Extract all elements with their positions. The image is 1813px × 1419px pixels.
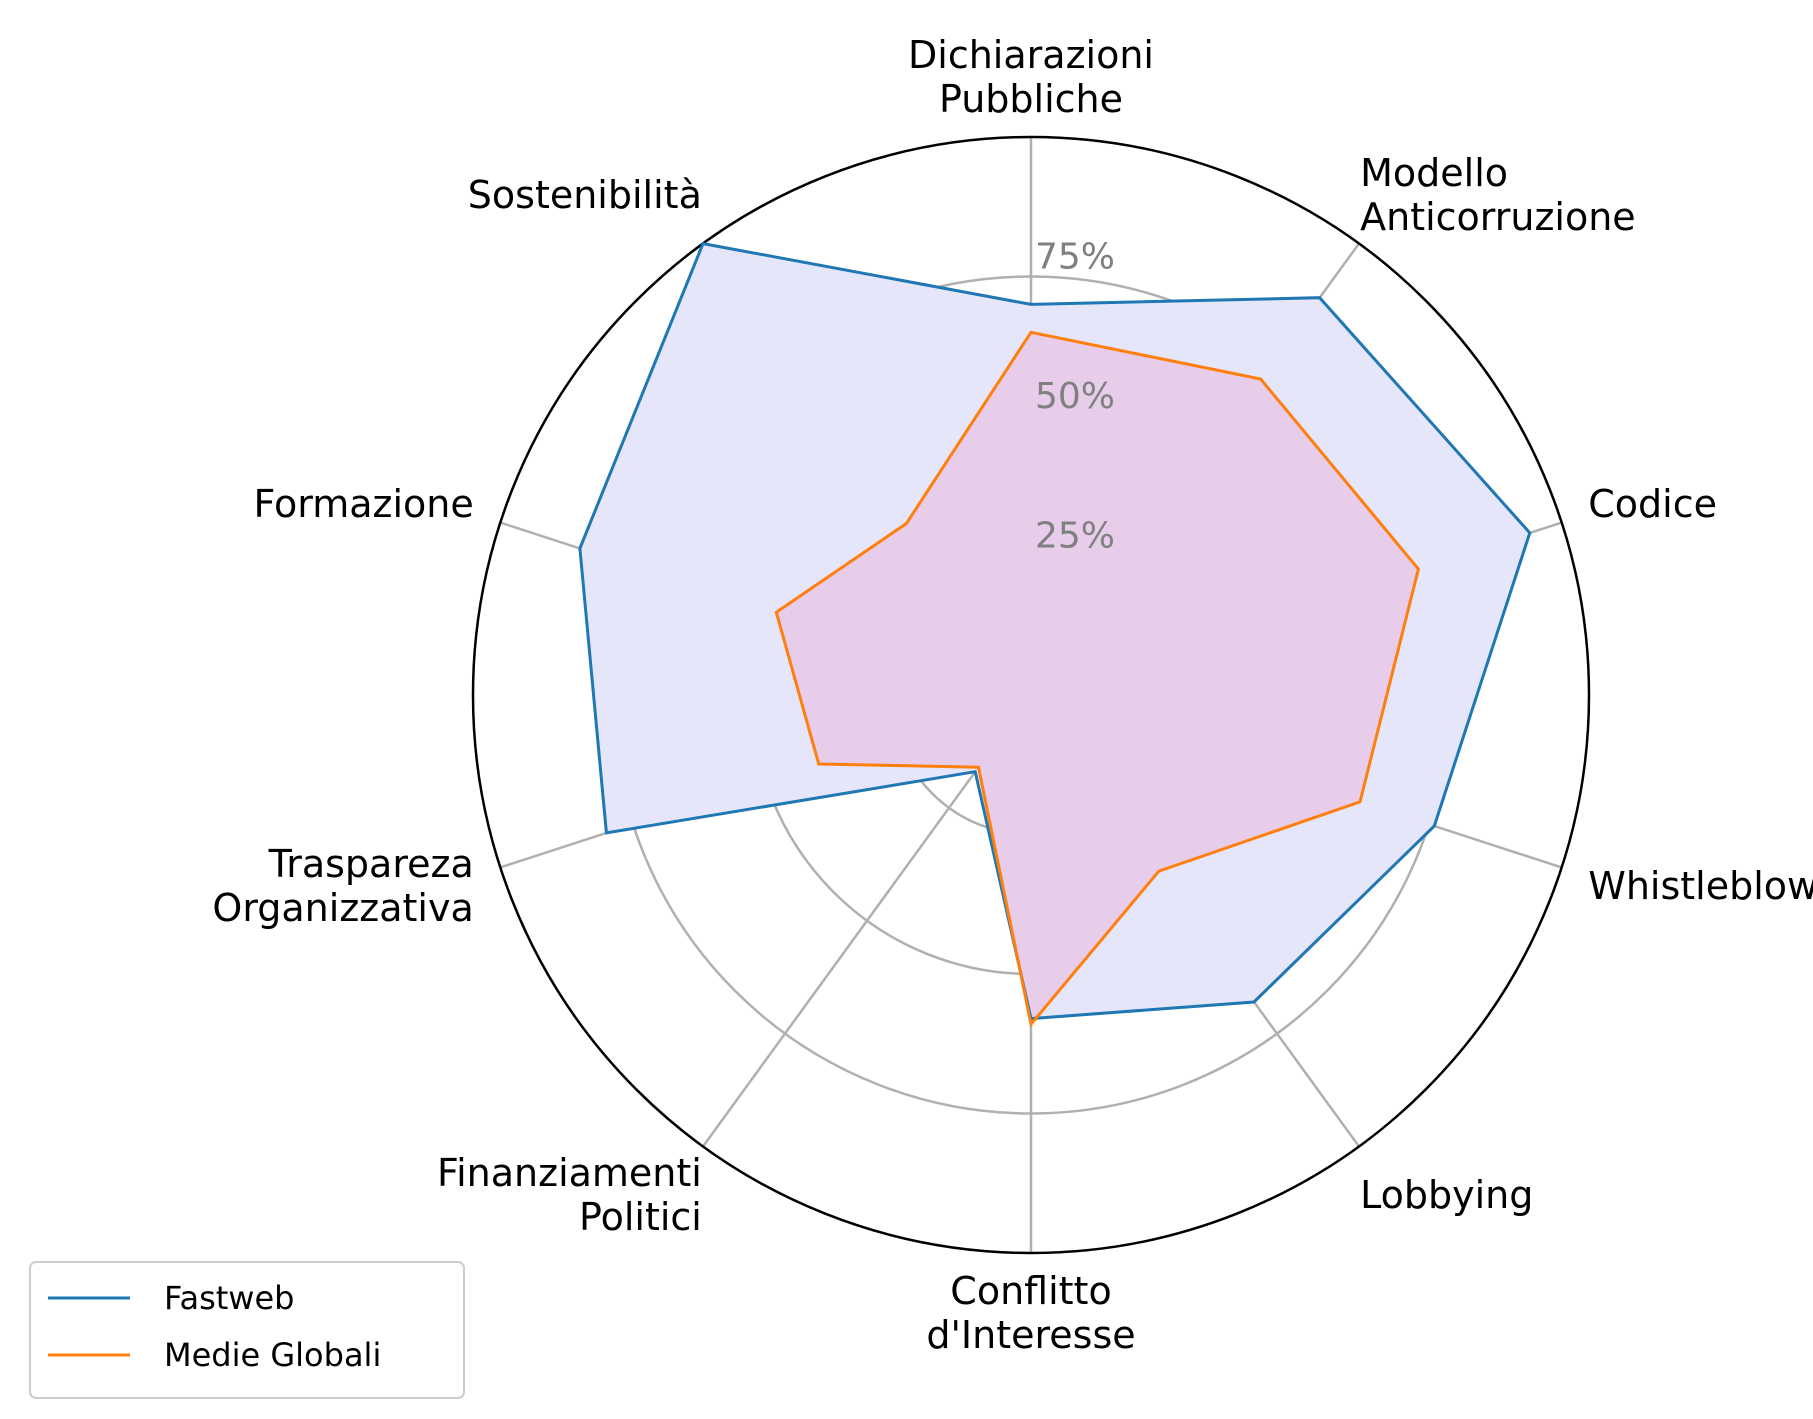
radial-tick-labels: 25% 50% 75%: [1035, 237, 1115, 557]
outer-circle: [471, 135, 1591, 1255]
legend-label-fastweb: Fastweb: [164, 1279, 294, 1317]
legend-label-medie-globali: Medie Globali: [164, 1336, 381, 1374]
axis-label-lobbying: Lobbying: [1360, 1173, 1533, 1217]
axis-label-codice: Codice: [1588, 482, 1717, 526]
axis-label-finanziamenti-politici: Finanziamenti Politici: [437, 1151, 702, 1239]
axis-label-dichiarazioni-pubbliche: Dichiarazioni Pubbliche: [908, 33, 1154, 121]
legend-frame: [29, 1261, 465, 1399]
series-fills: [579, 243, 1530, 1025]
series-fill-medie-globali: [776, 332, 1419, 1025]
axis-label-whistleblowing: Whistleblowing: [1588, 864, 1813, 908]
axis-label-sostenibilit: Sostenibilità: [468, 173, 702, 217]
series-lines: [578, 241, 1532, 1028]
axis-label-conflitto-d-interesse: Conflitto d'Interesse: [926, 1269, 1135, 1357]
radial-tick-label-50: 50%: [1035, 376, 1115, 417]
legend: Fastweb Medie Globali: [29, 1261, 465, 1399]
category-labels: Dichiarazioni Pubbliche Modello Anticorruzi…: [212, 33, 1813, 1357]
radial-tick-label-75: 75%: [1035, 237, 1115, 278]
series-line-medie-globali: [774, 330, 1421, 1028]
axis-label-traspareza-organizzativa: Traspareza Organizzativa: [212, 842, 473, 930]
axis-label-modello-anticorruzione: Modello Anticorruzione: [1360, 151, 1636, 239]
radial-tick-label-25: 25%: [1035, 516, 1115, 557]
axis-label-formazione: Formazione: [254, 482, 474, 526]
